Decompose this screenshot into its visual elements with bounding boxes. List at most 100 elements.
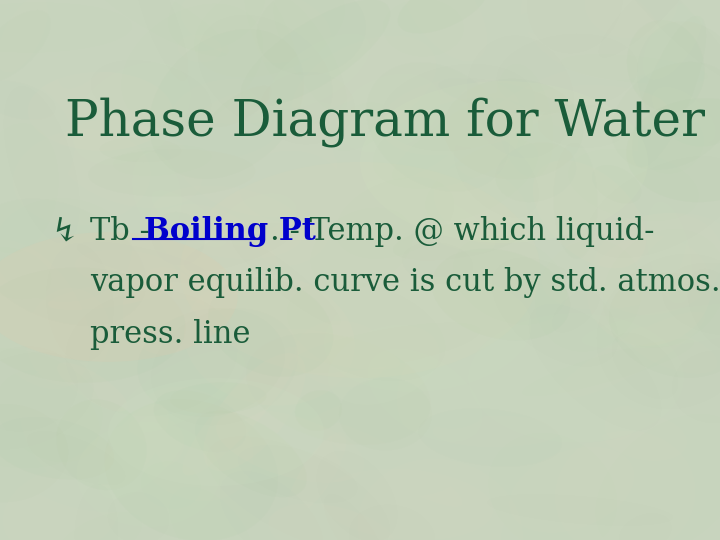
Ellipse shape xyxy=(554,143,598,259)
Ellipse shape xyxy=(48,280,174,310)
Ellipse shape xyxy=(536,240,642,352)
Ellipse shape xyxy=(170,487,253,540)
Ellipse shape xyxy=(129,387,253,501)
Ellipse shape xyxy=(365,179,495,252)
Ellipse shape xyxy=(438,78,559,114)
Ellipse shape xyxy=(557,312,705,399)
Ellipse shape xyxy=(294,321,388,388)
Ellipse shape xyxy=(122,267,205,355)
Ellipse shape xyxy=(246,333,431,445)
Ellipse shape xyxy=(496,64,553,177)
Text: vapor equilib. curve is cut by std. atmos.: vapor equilib. curve is cut by std. atmo… xyxy=(90,267,720,298)
Ellipse shape xyxy=(269,33,370,109)
Ellipse shape xyxy=(319,421,462,507)
Ellipse shape xyxy=(122,4,263,127)
Ellipse shape xyxy=(561,336,645,385)
Ellipse shape xyxy=(67,5,202,111)
Ellipse shape xyxy=(156,112,277,161)
Ellipse shape xyxy=(104,399,278,540)
Ellipse shape xyxy=(626,98,720,202)
Ellipse shape xyxy=(387,227,569,340)
Ellipse shape xyxy=(464,6,552,75)
Ellipse shape xyxy=(336,73,441,152)
Ellipse shape xyxy=(554,430,696,540)
Ellipse shape xyxy=(113,145,212,176)
Ellipse shape xyxy=(27,431,125,485)
Ellipse shape xyxy=(108,378,324,486)
Ellipse shape xyxy=(77,242,210,283)
Ellipse shape xyxy=(138,308,285,417)
Ellipse shape xyxy=(195,411,307,497)
Ellipse shape xyxy=(418,408,562,467)
Ellipse shape xyxy=(623,0,720,47)
Ellipse shape xyxy=(63,306,258,346)
Ellipse shape xyxy=(274,0,346,114)
Ellipse shape xyxy=(0,348,102,468)
Ellipse shape xyxy=(115,0,260,72)
Ellipse shape xyxy=(380,78,521,156)
Ellipse shape xyxy=(180,162,540,378)
Ellipse shape xyxy=(56,400,147,490)
Ellipse shape xyxy=(0,73,74,198)
Text: Phase Diagram for Water: Phase Diagram for Water xyxy=(65,97,705,147)
Ellipse shape xyxy=(287,433,346,516)
Ellipse shape xyxy=(533,160,647,268)
Ellipse shape xyxy=(632,16,706,167)
Ellipse shape xyxy=(634,82,683,119)
Ellipse shape xyxy=(647,201,692,303)
Text: press. line: press. line xyxy=(90,319,251,349)
Ellipse shape xyxy=(323,455,470,540)
Ellipse shape xyxy=(76,422,220,527)
Ellipse shape xyxy=(585,0,678,38)
Ellipse shape xyxy=(36,224,140,367)
Ellipse shape xyxy=(208,277,333,377)
Ellipse shape xyxy=(639,0,720,88)
Ellipse shape xyxy=(207,437,390,540)
Ellipse shape xyxy=(605,406,638,440)
Text: Tb -: Tb - xyxy=(90,216,160,247)
Ellipse shape xyxy=(603,230,720,348)
Ellipse shape xyxy=(98,404,192,499)
Ellipse shape xyxy=(292,36,436,137)
Ellipse shape xyxy=(0,353,94,449)
Ellipse shape xyxy=(426,140,538,221)
Ellipse shape xyxy=(57,119,202,208)
Ellipse shape xyxy=(412,66,577,102)
Ellipse shape xyxy=(203,353,306,471)
Ellipse shape xyxy=(438,278,563,365)
Ellipse shape xyxy=(521,85,668,130)
Ellipse shape xyxy=(220,193,297,246)
Ellipse shape xyxy=(243,99,388,198)
Text: ↯: ↯ xyxy=(50,216,78,248)
Ellipse shape xyxy=(688,269,720,351)
Ellipse shape xyxy=(637,22,720,146)
Ellipse shape xyxy=(216,410,364,483)
Ellipse shape xyxy=(170,382,266,414)
Ellipse shape xyxy=(289,287,410,390)
Ellipse shape xyxy=(328,325,440,405)
Ellipse shape xyxy=(552,288,600,332)
Ellipse shape xyxy=(605,0,720,79)
Ellipse shape xyxy=(259,218,328,266)
Ellipse shape xyxy=(627,20,705,112)
Ellipse shape xyxy=(58,512,142,540)
Ellipse shape xyxy=(313,10,467,127)
Ellipse shape xyxy=(360,81,648,243)
Ellipse shape xyxy=(320,469,493,540)
Ellipse shape xyxy=(0,0,48,72)
Ellipse shape xyxy=(609,273,720,377)
Ellipse shape xyxy=(542,213,720,310)
Ellipse shape xyxy=(311,208,413,289)
Ellipse shape xyxy=(13,129,150,226)
Ellipse shape xyxy=(397,0,488,33)
Text: . - Temp. @ which liquid-: . - Temp. @ which liquid- xyxy=(270,216,654,247)
Ellipse shape xyxy=(595,231,686,363)
Ellipse shape xyxy=(195,343,238,429)
Ellipse shape xyxy=(366,62,509,192)
Ellipse shape xyxy=(244,0,302,99)
Ellipse shape xyxy=(262,400,339,440)
Ellipse shape xyxy=(392,93,505,180)
Ellipse shape xyxy=(592,213,720,315)
Ellipse shape xyxy=(132,152,182,232)
Ellipse shape xyxy=(117,350,245,433)
